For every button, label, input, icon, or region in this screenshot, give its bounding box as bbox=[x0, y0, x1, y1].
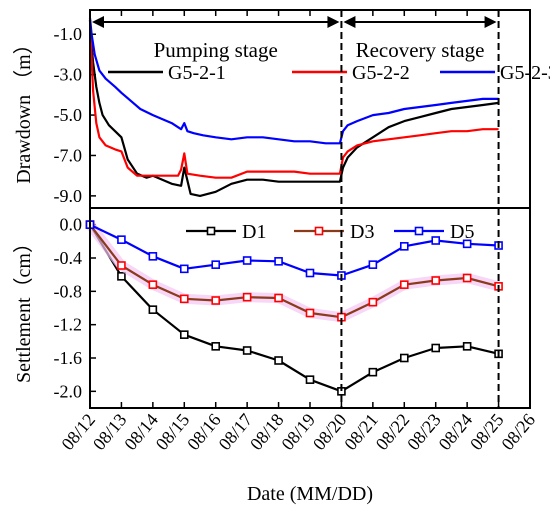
drawdown-series-line-G5-2-2 bbox=[88, 20, 499, 179]
drawdown-y-tick-label: -7.0 bbox=[54, 145, 83, 165]
settlement-point-D3 bbox=[431, 276, 441, 285]
settlement-y-tick-label: -1.6 bbox=[54, 348, 83, 368]
date-x-tick-label: 08/14 bbox=[120, 410, 162, 454]
settlement-legend-marker bbox=[206, 226, 216, 236]
settlement-point-D3 bbox=[148, 280, 158, 289]
date-x-tick-label: 08/16 bbox=[183, 410, 225, 454]
settlement-point-D5 bbox=[274, 257, 283, 266]
settlement-legend-marker bbox=[314, 226, 324, 236]
settlement-point-D5 bbox=[211, 260, 221, 269]
date-x-tick-label: 08/26 bbox=[497, 410, 539, 454]
settlement-point-D3 bbox=[274, 293, 283, 303]
drawdown-y-tick-label: -9.0 bbox=[54, 186, 83, 206]
stage-label: Pumping stage bbox=[154, 38, 278, 62]
stage-arrowhead-right bbox=[484, 16, 497, 28]
settlement-point-D5 bbox=[148, 252, 158, 261]
settlement-series-line-D1 bbox=[89, 224, 499, 393]
settlement-point-D3 bbox=[368, 297, 378, 307]
stage-arrowhead-left bbox=[343, 16, 356, 28]
settlement-series-line-D5 bbox=[89, 223, 499, 277]
stage-arrowhead-left bbox=[92, 16, 104, 28]
settlement-point-D3 bbox=[117, 261, 126, 270]
drawdown-y-tick-label: -1.0 bbox=[54, 24, 83, 44]
settlement-y-tick-label: -1.2 bbox=[54, 315, 83, 335]
date-x-tick-label: 08/19 bbox=[277, 410, 319, 454]
settlement-point-D1 bbox=[305, 375, 315, 384]
settlement-point-D5 bbox=[179, 264, 189, 274]
settlement-point-D3 bbox=[305, 308, 315, 318]
date-x-tick-label: 08/25 bbox=[466, 410, 508, 454]
settlement-point-D1 bbox=[431, 343, 441, 353]
settlement-y-tick-label: -2.0 bbox=[54, 381, 83, 401]
settlement-point-D1 bbox=[211, 342, 221, 351]
date-x-tick-label: 08/21 bbox=[340, 410, 382, 454]
settlement-point-D1 bbox=[274, 356, 283, 365]
settlement-legend-label: D1 bbox=[242, 221, 266, 243]
date-axis: 08/1208/1308/1408/1508/1608/1708/1808/19… bbox=[57, 10, 539, 505]
drawdown-legend-label: G5-2-1 bbox=[168, 62, 226, 84]
date-x-tick-label: 08/20 bbox=[309, 410, 351, 454]
date-x-tick-label: 08/24 bbox=[435, 410, 477, 454]
date-x-tick-label: 08/22 bbox=[372, 410, 414, 454]
settlement-series-line-D3 bbox=[89, 224, 499, 319]
settlement-point-D5 bbox=[462, 239, 472, 249]
drawdown-panel: -1.0 -3.0 -5.0 -7.0 -9.0 Drawdown （m） G5-2-1 G5… bbox=[12, 16, 550, 206]
settlement-point-D1 bbox=[179, 330, 189, 339]
drawdown-series-line-G5-2-3 bbox=[88, 17, 499, 145]
settlement-y-tick-label: 0.0 bbox=[60, 215, 83, 235]
date-x-tick-label: 08/17 bbox=[215, 410, 257, 454]
settlement-legend-label: D5 bbox=[450, 221, 474, 243]
settlement-point-D5 bbox=[117, 235, 126, 244]
plot-frame bbox=[89, 9, 531, 409]
settlement-legend-marker bbox=[414, 226, 424, 236]
date-x-tick-label: 08/15 bbox=[152, 410, 194, 454]
settlement-point-D5 bbox=[368, 260, 378, 269]
settlement-y-tick-label: -0.8 bbox=[54, 281, 83, 301]
drawdown-legend-label: G5-2-2 bbox=[352, 62, 410, 84]
settlement-y-axis-title: Settlement（cm） bbox=[12, 233, 35, 383]
settlement-point-D1 bbox=[117, 272, 126, 281]
stage-arrowhead-right bbox=[327, 16, 340, 28]
settlement-point-D1 bbox=[242, 346, 252, 355]
settlement-point-D5 bbox=[305, 268, 315, 278]
settlement-point-D3 bbox=[179, 294, 189, 304]
settlement-point-D3 bbox=[211, 296, 221, 305]
date-x-tick-label: 08/12 bbox=[57, 410, 99, 454]
settlement-point-D3 bbox=[462, 273, 472, 283]
settlement-point-D1 bbox=[399, 353, 409, 363]
drawdown-legend-label: G5-2-3 bbox=[500, 62, 550, 84]
date-x-axis-title: Date (MM/DD) bbox=[247, 483, 373, 505]
settlement-point-D1 bbox=[368, 367, 378, 377]
settlement-point-D5 bbox=[399, 242, 409, 251]
settlement-point-D3 bbox=[242, 292, 252, 302]
drawdown-y-tick-label: -3.0 bbox=[54, 65, 83, 85]
date-x-tick-label: 08/23 bbox=[403, 410, 445, 454]
date-x-tick-label: 08/18 bbox=[246, 410, 288, 454]
stage-label: Recovery stage bbox=[356, 38, 485, 62]
settlement-point-D3 bbox=[399, 280, 409, 289]
settlement-point-D1 bbox=[462, 342, 472, 351]
settlement-point-D5 bbox=[431, 236, 441, 245]
drawdown-y-axis-title: Drawdown （m） bbox=[12, 34, 35, 183]
drawdown-y-tick-label: -5.0 bbox=[54, 105, 83, 125]
settlement-point-D1 bbox=[148, 305, 158, 314]
date-x-tick-label: 08/13 bbox=[89, 410, 131, 454]
settlement-y-tick-label: -0.4 bbox=[54, 248, 83, 268]
settlement-legend-label: D3 bbox=[350, 221, 374, 243]
settlement-point-D5 bbox=[242, 256, 252, 265]
settlement-panel: 0.0 -0.4 -0.8 -1.2 -1.6 -2.0 Settlement（cm） D1 D… bbox=[12, 215, 503, 401]
drawdown-series-line-G5-2-1 bbox=[88, 20, 499, 197]
